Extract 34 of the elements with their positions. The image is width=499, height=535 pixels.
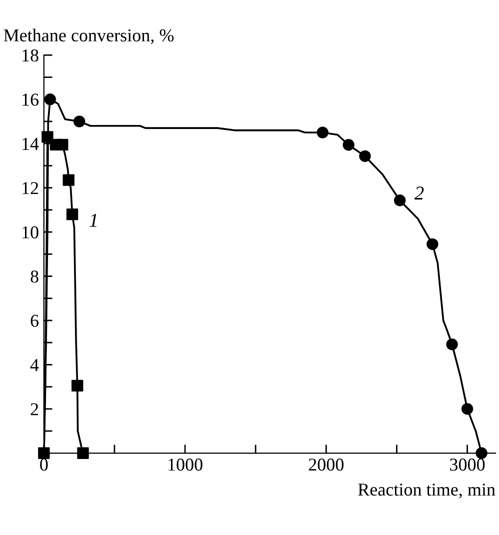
point — [62, 174, 74, 186]
y-tick-label: 14 — [22, 138, 39, 150]
y-tick-label: 6 — [30, 314, 39, 327]
y-tick-label: 12 — [22, 182, 38, 194]
x-tick-label: 0 — [40, 458, 48, 471]
point — [342, 139, 354, 151]
point — [461, 403, 474, 415]
point — [446, 338, 458, 350]
y-tick-label: 4 — [30, 359, 39, 371]
point — [38, 447, 50, 459]
y-tick-label: 10 — [22, 226, 38, 238]
point — [44, 93, 56, 106]
y-tick-label: 18 — [22, 49, 38, 62]
series-label: 2 — [414, 186, 424, 200]
point — [42, 131, 54, 143]
y-tick-label: 2 — [30, 403, 38, 416]
point — [426, 238, 438, 250]
x-tick-label: 3000 — [450, 458, 485, 471]
x-tick-label: 2000 — [308, 458, 344, 471]
point — [476, 447, 488, 459]
y-axis-title: Methane conversion, % — [4, 28, 174, 44]
point — [73, 116, 86, 128]
y-tick-label: 8 — [30, 270, 38, 283]
point — [359, 150, 371, 162]
point — [72, 380, 84, 392]
point — [56, 138, 68, 151]
x-axis-title: Reaction time, min — [358, 484, 496, 498]
point — [77, 447, 89, 459]
x-tick-label: 1000 — [168, 458, 202, 471]
point — [316, 126, 328, 138]
y-tick-label: 16 — [22, 94, 39, 106]
point — [66, 208, 78, 220]
series-label: 1 — [90, 214, 96, 227]
point — [394, 194, 406, 206]
